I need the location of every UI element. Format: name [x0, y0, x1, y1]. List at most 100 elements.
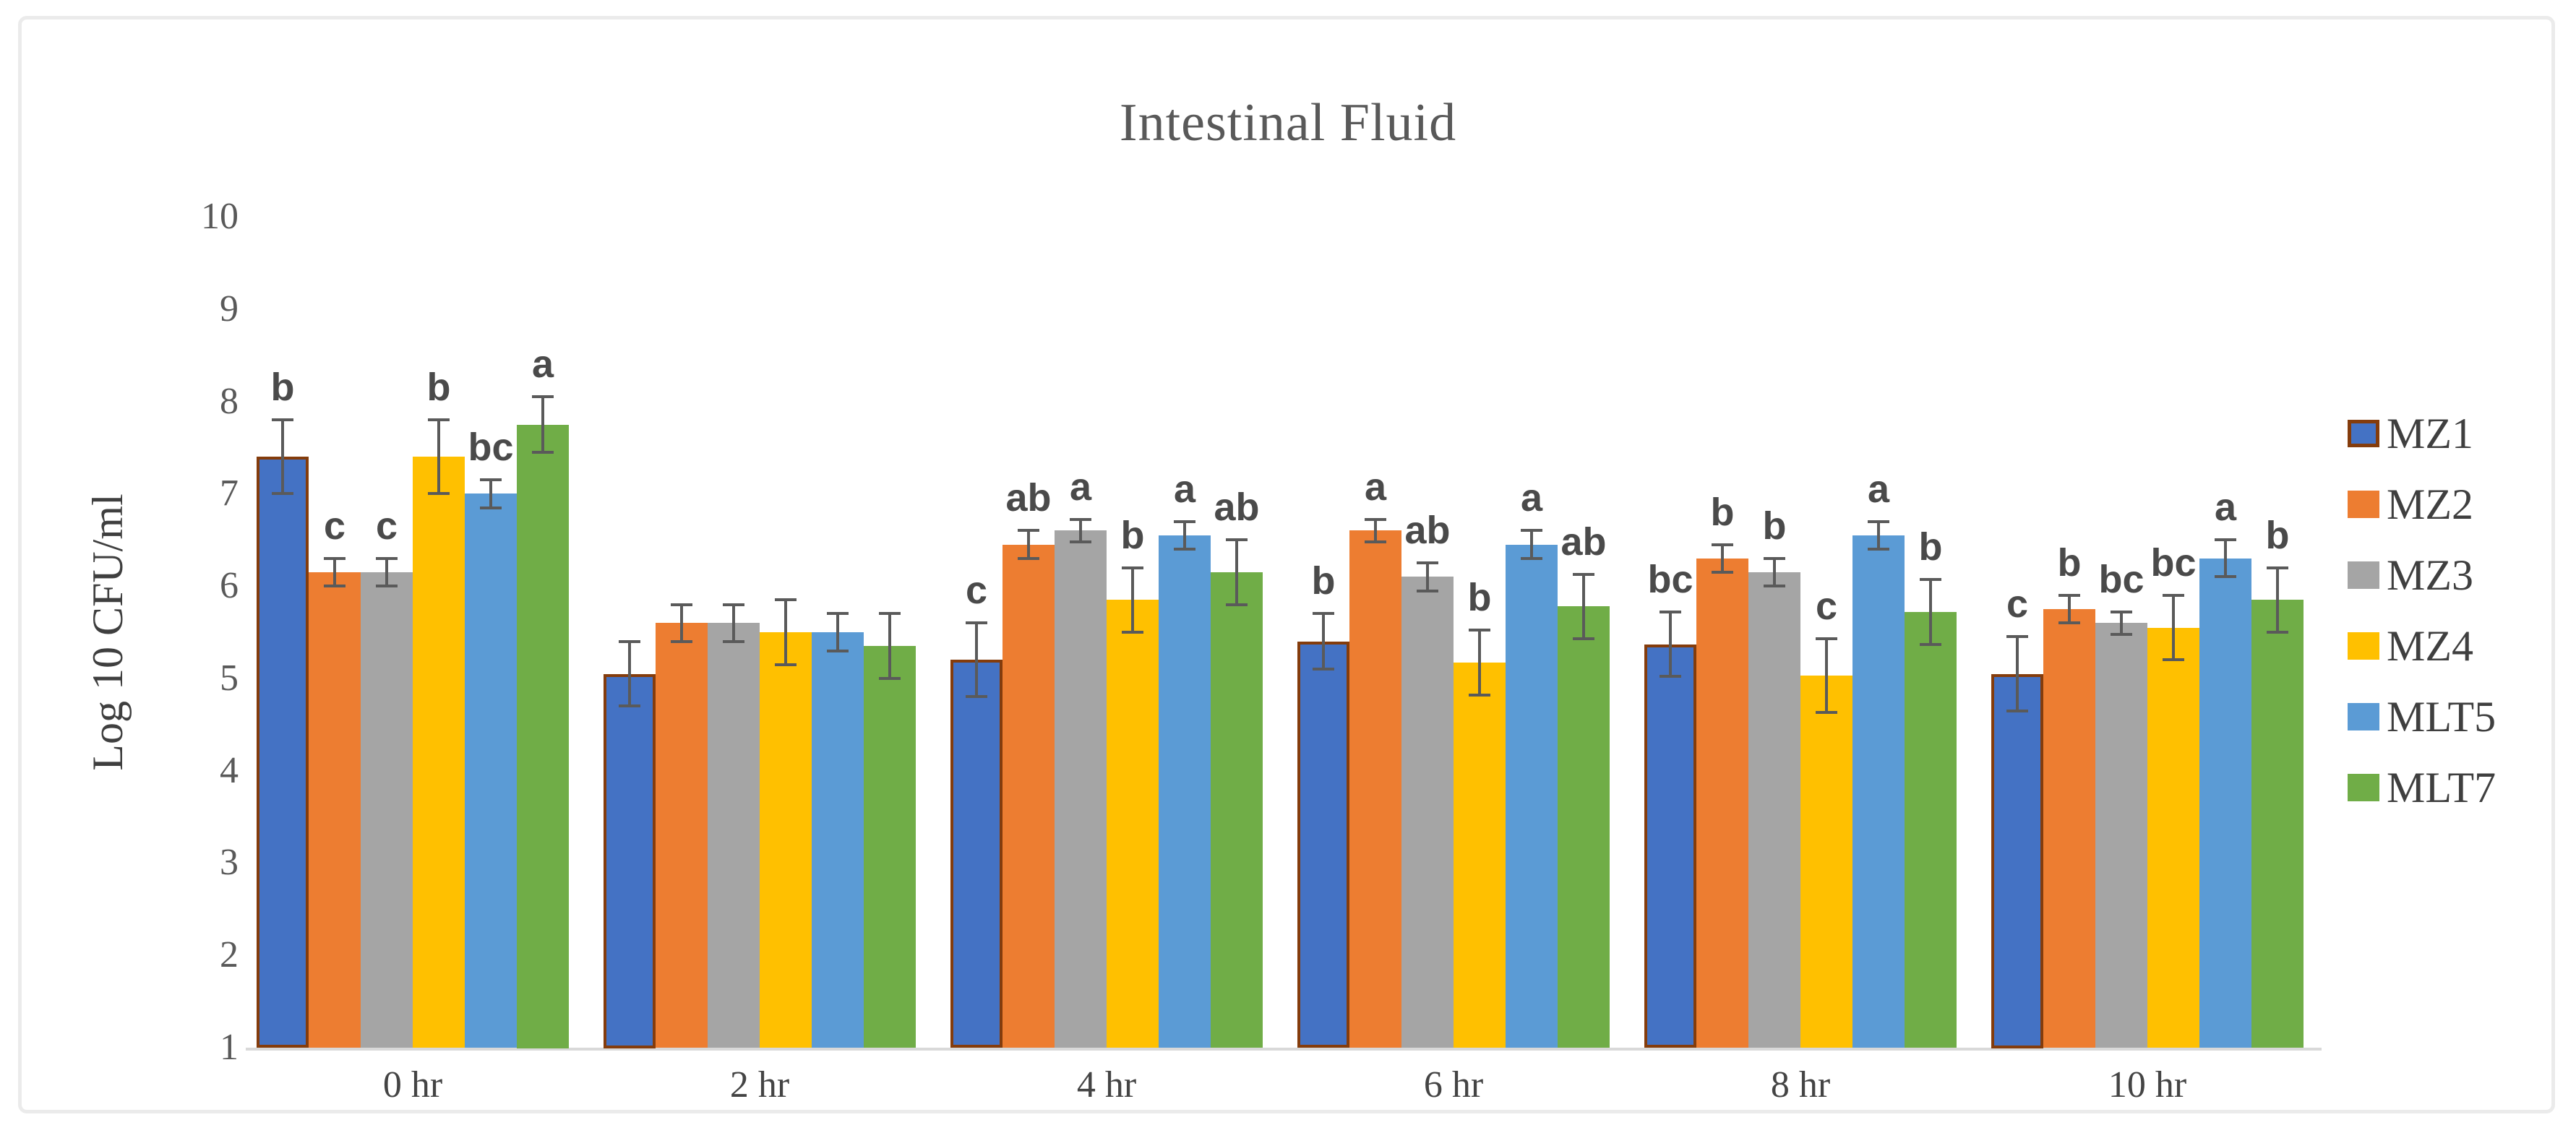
significance-letter-mlt5-8hr: a	[1867, 467, 1890, 511]
error-cap-top-mz2-8hr	[1712, 543, 1733, 546]
error-bar-mlt7-6hr	[1582, 574, 1585, 639]
error-cap-bottom-mz4-10hr	[2163, 658, 2184, 661]
bar-mz3-2hr	[708, 623, 760, 1048]
error-bar-mlt7-10hr	[2276, 568, 2279, 632]
error-bar-mz4-0hr	[437, 420, 440, 493]
error-cap-bottom-mlt7-10hr	[2267, 631, 2288, 634]
error-cap-top-mz4-8hr	[1816, 637, 1837, 640]
bar-mz3-6hr	[1401, 577, 1454, 1048]
bar-mz3-10hr	[2095, 623, 2147, 1048]
significance-letter-mz1-0hr: b	[270, 366, 295, 409]
bar-mz3-8hr	[1748, 572, 1800, 1048]
error-cap-top-mz2-6hr	[1365, 518, 1386, 521]
significance-letter-mlt7-6hr: ab	[1560, 520, 1607, 564]
error-cap-bottom-mlt7-0hr	[532, 451, 554, 454]
error-bar-mz1-0hr	[281, 420, 284, 493]
error-cap-top-mlt5-2hr	[827, 612, 849, 615]
error-cap-top-mz1-4hr	[966, 621, 987, 624]
error-cap-top-mz1-10hr	[2006, 635, 2028, 638]
y-tick-label: 3	[220, 842, 239, 883]
legend-label-mlt7: MLT7	[2387, 764, 2496, 811]
error-cap-bottom-mlt5-0hr	[480, 507, 502, 509]
y-axis-title: Log 10 CFU/ml	[84, 493, 132, 771]
error-cap-bottom-mz1-4hr	[966, 695, 987, 698]
error-bar-mz2-2hr	[680, 605, 683, 642]
significance-letter-mlt5-0hr: bc	[468, 426, 514, 469]
error-cap-bottom-mz1-8hr	[1660, 675, 1681, 678]
error-cap-bottom-mlt5-2hr	[827, 650, 849, 652]
significance-letter-mz1-6hr: b	[1311, 559, 1336, 603]
error-cap-bottom-mlt7-4hr	[1226, 603, 1248, 606]
error-bar-mlt5-4hr	[1183, 522, 1186, 549]
error-cap-bottom-mlt5-8hr	[1868, 548, 1889, 551]
bar-mlt7-0hr	[517, 425, 569, 1048]
error-bar-mlt7-8hr	[1929, 579, 1932, 644]
legend-item-mz2: MZ2	[2348, 480, 2496, 529]
significance-letter-mz1-10hr: c	[2006, 582, 2029, 626]
error-cap-top-mlt5-0hr	[480, 478, 502, 481]
bar-mz2-0hr	[309, 572, 361, 1048]
legend-swatch-mz3	[2348, 561, 2379, 589]
error-bar-mlt5-8hr	[1877, 522, 1880, 549]
error-bar-mz2-10hr	[2068, 595, 2071, 623]
significance-letter-mlt7-10hr: b	[2265, 514, 2290, 557]
y-tick-label: 10	[201, 196, 239, 237]
error-cap-top-mz1-6hr	[1313, 612, 1334, 615]
error-bar-mz3-10hr	[2120, 612, 2123, 634]
error-bar-mz4-8hr	[1825, 639, 1828, 712]
bar-mlt7-4hr	[1211, 572, 1263, 1048]
error-cap-bottom-mlt7-8hr	[1920, 643, 1941, 646]
error-bar-mlt5-0hr	[489, 480, 492, 507]
legend-item-mz1: MZ1	[2348, 409, 2496, 458]
error-bar-mlt7-2hr	[888, 613, 891, 678]
legend-label-mlt5: MLT5	[2387, 693, 2496, 741]
error-bar-mlt5-6hr	[1530, 530, 1533, 558]
bar-mlt7-8hr	[1905, 612, 1957, 1048]
error-bar-mlt7-0hr	[541, 397, 544, 452]
error-cap-top-mz4-2hr	[775, 598, 797, 601]
x-category-label: 2 hr	[729, 1064, 790, 1105]
error-bar-mz1-4hr	[975, 623, 978, 697]
legend-swatch-mz1	[2348, 420, 2379, 447]
bar-mlt7-10hr	[2251, 600, 2304, 1048]
bar-mz2-8hr	[1696, 559, 1748, 1048]
error-cap-top-mz2-2hr	[671, 603, 692, 606]
error-bar-mz3-6hr	[1426, 563, 1429, 590]
x-axis-line	[246, 1048, 2322, 1051]
error-cap-top-mz3-6hr	[1417, 561, 1438, 564]
error-cap-bottom-mlt7-6hr	[1573, 637, 1594, 640]
error-bar-mz1-6hr	[1322, 613, 1325, 669]
significance-letter-mz3-10hr: bc	[2098, 558, 2144, 601]
error-cap-top-mz1-0hr	[272, 418, 293, 421]
significance-letter-mz1-8hr: bc	[1647, 558, 1693, 601]
significance-letter-mz4-4hr: b	[1120, 514, 1145, 557]
error-cap-bottom-mz3-8hr	[1764, 585, 1785, 587]
error-cap-top-mlt5-10hr	[2215, 538, 2236, 541]
bar-mlt7-2hr	[864, 646, 916, 1048]
legend-item-mlt7: MLT7	[2348, 763, 2496, 812]
significance-letter-mz4-0hr: b	[426, 366, 451, 409]
error-cap-top-mz1-8hr	[1660, 611, 1681, 613]
error-cap-bottom-mz2-10hr	[2058, 621, 2080, 624]
error-bar-mz3-0hr	[385, 559, 388, 586]
y-tick-label: 4	[220, 750, 239, 791]
error-cap-top-mz4-0hr	[428, 418, 450, 421]
legend-item-mz3: MZ3	[2348, 551, 2496, 600]
bar-mlt5-6hr	[1506, 545, 1558, 1048]
bar-mlt5-4hr	[1159, 535, 1211, 1048]
bar-mz1-2hr	[604, 674, 656, 1048]
error-cap-bottom-mz3-10hr	[2111, 633, 2132, 636]
error-cap-bottom-mz2-4hr	[1018, 557, 1039, 560]
error-cap-top-mlt7-0hr	[532, 395, 554, 398]
bar-mz3-4hr	[1055, 530, 1107, 1048]
error-bar-mz2-4hr	[1027, 530, 1030, 558]
error-bar-mz4-6hr	[1478, 630, 1481, 694]
error-cap-bottom-mz3-2hr	[723, 640, 744, 643]
significance-letter-mlt7-4hr: ab	[1214, 486, 1260, 529]
bar-mz2-2hr	[656, 623, 708, 1048]
y-tick-label: 1	[220, 1027, 239, 1068]
error-cap-bottom-mz4-2hr	[775, 663, 797, 666]
legend-swatch-mlt7	[2348, 774, 2379, 801]
bar-mz1-8hr	[1644, 645, 1696, 1048]
